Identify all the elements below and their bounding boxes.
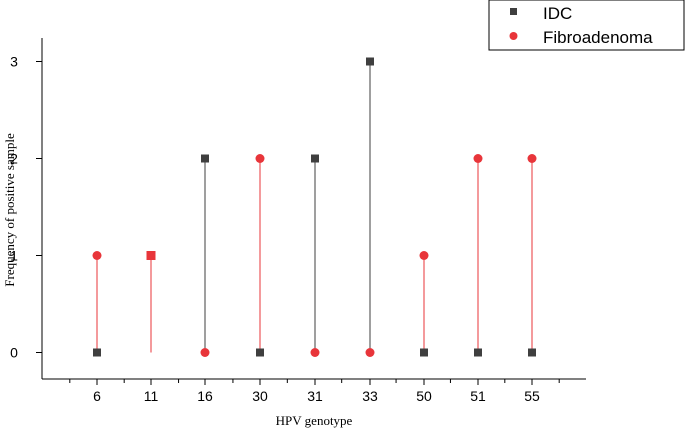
y-axis-ticks: 0 1 2 3 xyxy=(10,54,42,361)
y-axis-title: Frequency of positive sample xyxy=(2,133,17,287)
legend-marker-idc xyxy=(510,8,517,15)
x-tick-label: 31 xyxy=(307,388,323,404)
x-tick-label: 30 xyxy=(252,388,268,404)
data-point-fibroadenoma xyxy=(527,154,537,163)
legend-box xyxy=(488,0,685,51)
legend-marker-fibroadenoma xyxy=(509,32,518,40)
data-point-fibroadenoma xyxy=(200,348,210,357)
data-point-idc xyxy=(420,348,428,357)
data-point-idc xyxy=(474,348,482,357)
x-tick-label: 6 xyxy=(93,388,101,404)
x-tick-label: 50 xyxy=(416,388,432,404)
x-tick-label: 51 xyxy=(470,388,486,404)
x-tick-label: 33 xyxy=(362,388,378,404)
data-point-fibroadenoma xyxy=(92,251,102,260)
data-point-idc xyxy=(256,348,264,357)
y-tick-label: 2 xyxy=(10,151,18,167)
data-point-idc xyxy=(528,348,536,357)
y-tick-label: 3 xyxy=(10,54,18,70)
drop-lines xyxy=(96,61,533,353)
data-point-idc xyxy=(366,57,374,66)
x-tick-label: 55 xyxy=(524,388,540,404)
data-point-fibroadenoma xyxy=(255,154,265,163)
x-axis-title: HPV genotype xyxy=(276,413,353,428)
data-point-fibroadenoma xyxy=(419,251,429,260)
data-point-idc xyxy=(311,154,319,163)
y-tick-label: 0 xyxy=(10,345,18,361)
data-markers xyxy=(92,57,537,357)
data-point-fibroadenoma xyxy=(473,154,483,163)
data-point-idc xyxy=(201,154,209,163)
plot-area: 0 1 2 3 6 11 16 30 31 33 50 51 55 xyxy=(10,38,586,404)
legend: IDC Fibroadenoma xyxy=(488,0,685,51)
data-point-fibroadenoma xyxy=(365,348,375,357)
legend-label-idc: IDC xyxy=(543,4,572,23)
x-tick-label: 11 xyxy=(144,388,159,404)
x-axis-ticks: 6 11 16 30 31 33 50 51 55 xyxy=(69,379,560,404)
data-point-overlap xyxy=(146,251,156,260)
x-tick-label: 16 xyxy=(197,388,213,404)
data-point-fibroadenoma xyxy=(310,348,320,357)
legend-label-fibroadenoma: Fibroadenoma xyxy=(543,28,653,47)
y-tick-label: 1 xyxy=(10,248,18,264)
data-point-idc xyxy=(93,348,101,357)
